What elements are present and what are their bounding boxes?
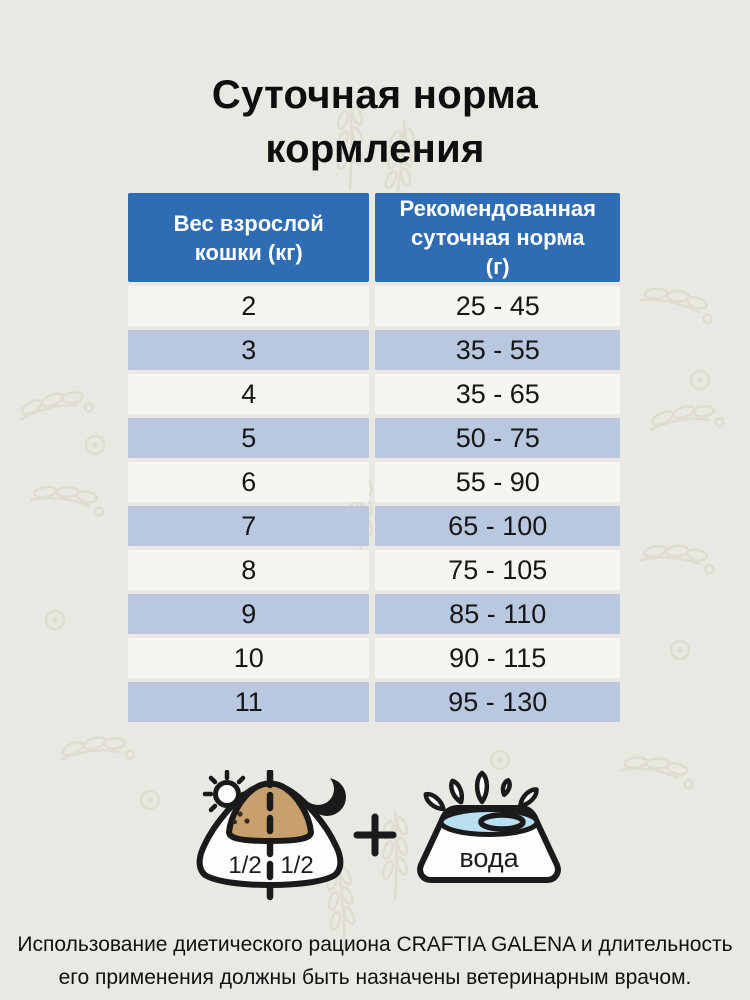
portion-cell: 95 - 130 xyxy=(375,682,620,722)
column-header-portion: Рекомендованная суточная норма (г) xyxy=(375,193,620,282)
weight-cell: 3 xyxy=(128,330,370,370)
weight-cell: 11 xyxy=(128,682,370,722)
portion-cell: 35 - 65 xyxy=(375,374,620,414)
half-right-label: 1/2 xyxy=(280,852,313,879)
footer-note: Использование диетического рациона CRAFT… xyxy=(0,928,750,994)
feeding-icons: 1/2 1/2 вода xyxy=(196,770,561,901)
water-splash-drops xyxy=(423,770,539,812)
half-left-label: 1/2 xyxy=(228,852,261,879)
weight-cell: 7 xyxy=(128,506,370,546)
page-title: Суточная норма кормления xyxy=(211,73,539,171)
portion-cell: 35 - 55 xyxy=(375,330,620,370)
feeding-table: Вес взрослой кошки (кг) Рекомендованная … xyxy=(128,193,620,722)
weight-cell: 9 xyxy=(128,594,370,634)
food-bowl-icon xyxy=(196,780,344,888)
portion-cell: 50 - 75 xyxy=(375,418,620,458)
weight-cell: 6 xyxy=(128,462,370,502)
water-label: вода xyxy=(459,843,519,873)
portion-cell: 25 - 45 xyxy=(375,286,620,326)
portion-cell: 65 - 100 xyxy=(375,506,620,546)
weight-cell: 4 xyxy=(128,374,370,414)
weight-cell: 2 xyxy=(128,286,370,326)
weight-cell: 5 xyxy=(128,418,370,458)
kibble-dots xyxy=(232,811,250,825)
portion-cell: 90 - 115 xyxy=(375,638,620,678)
column-header-weight: Вес взрослой кошки (кг) xyxy=(128,193,370,282)
weight-cell: 8 xyxy=(128,550,370,590)
footer-line-1: Использование диетического рациона CRAFT… xyxy=(17,933,733,956)
weight-cell: 10 xyxy=(128,638,370,678)
portion-cell: 55 - 90 xyxy=(375,462,620,502)
moon-icon xyxy=(302,773,346,816)
plus-icon xyxy=(353,813,397,857)
portion-cell: 85 - 110 xyxy=(375,594,620,634)
water-bowl-icon: вода xyxy=(417,770,561,883)
portion-cell: 75 - 105 xyxy=(375,550,620,590)
footer-line-2: его применения должны быть назначены вет… xyxy=(58,966,692,989)
